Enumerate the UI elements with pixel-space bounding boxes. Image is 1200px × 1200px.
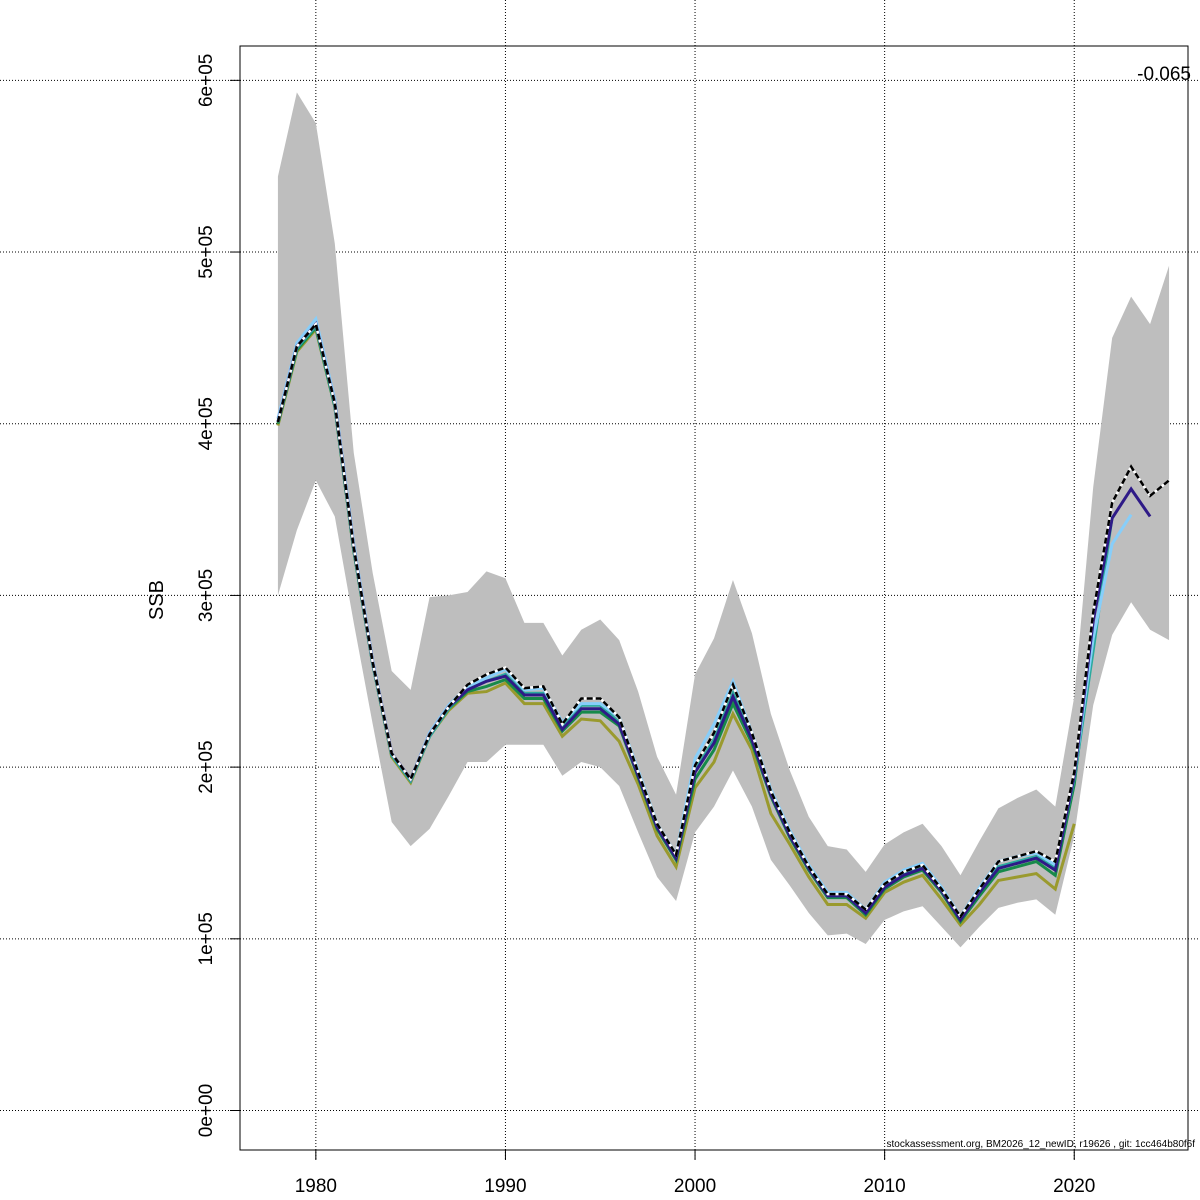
grid-lines bbox=[0, 0, 1200, 1160]
x-tick-label: 2000 bbox=[674, 1176, 716, 1197]
x-tick-label: 1980 bbox=[295, 1176, 337, 1197]
y-tick-label: 6e+05 bbox=[196, 54, 217, 107]
series-line-5 bbox=[276, 321, 1170, 919]
y-axis: 0e+00 1e+05 2e+05 3e+05 4e+05 5e+05 6e+05 bbox=[196, 54, 240, 1137]
x-tick-label: 2010 bbox=[863, 1176, 905, 1197]
y-axis-label: SSB bbox=[146, 580, 168, 620]
footer-credit: stockassessment.org, BM2026_12_newID, r1… bbox=[886, 1139, 1195, 1150]
plot-frame bbox=[239, 45, 1189, 1151]
y-tick-label: 2e+05 bbox=[196, 740, 217, 793]
confidence-band-area bbox=[277, 92, 1170, 948]
x-tick-label: 2020 bbox=[1053, 1176, 1095, 1197]
x-tick-label: 1990 bbox=[484, 1176, 526, 1197]
mohns-rho-annotation: -0.065 bbox=[1137, 64, 1191, 85]
confidence-band bbox=[277, 92, 1170, 948]
y-tick-label: 4e+05 bbox=[196, 397, 217, 450]
y-tick-label: 1e+05 bbox=[196, 912, 217, 965]
series-lines bbox=[276, 315, 1170, 928]
y-tick-label: 5e+05 bbox=[196, 225, 217, 278]
y-tick-label: 0e+00 bbox=[196, 1084, 217, 1137]
x-axis: 1980 1990 2000 2010 2020 bbox=[295, 1150, 1095, 1197]
y-tick-label: 3e+05 bbox=[196, 569, 217, 622]
